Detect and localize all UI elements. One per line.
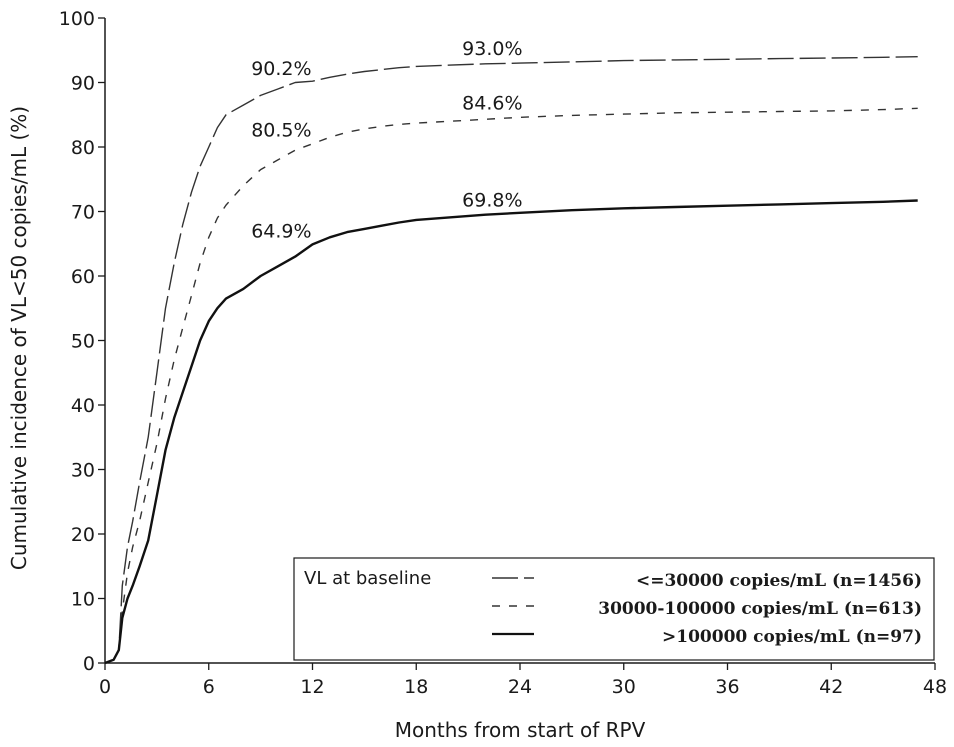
series-line-0 [104,56,918,664]
annotation-layer: 90.2% 93.0% 80.5% 84.6% 64.9% 69.8% [251,38,522,243]
x-tick-label: 30 [612,676,636,698]
legend: VL at baseline <=30000 copies/mL (n=1456… [293,557,935,661]
percent-annotation: 80.5% [251,120,311,142]
percent-annotation: 84.6% [462,93,522,115]
y-axis-title: Cumulative incidence of VL<50 copies/mL … [7,106,31,570]
legend-box [293,557,935,661]
percent-annotation: 69.8% [462,189,522,211]
legend-title: VL at baseline [304,568,431,589]
y-tick-label: 80 [71,137,95,159]
percent-annotation: 90.2% [251,58,311,80]
x-tick-label: 42 [819,676,843,698]
x-axis-title: Months from start of RPV [395,718,646,742]
series-line-1 [104,107,918,664]
y-tick-label: 30 [71,460,95,482]
percent-annotation: 64.9% [251,220,311,242]
y-tick-label: 90 [71,73,95,95]
series-layer [104,56,918,665]
y-tick-label: 0 [83,653,95,675]
y-tick-label: 60 [71,266,95,288]
x-tick-label: 6 [203,676,215,698]
x-tick-label: 24 [508,676,532,698]
x-tick-label: 18 [404,676,428,698]
legend-entry-1: 30000-100000 copies/mL (n=613) [598,599,922,619]
legend-entry-2: >100000 copies/mL (n=97) [662,627,922,647]
y-tick-label: 50 [71,331,95,353]
x-ticks: 0 6 12 18 24 30 36 42 48 [99,663,947,698]
legend-entry-0: <=30000 copies/mL (n=1456) [636,571,922,591]
y-tick-label: 100 [59,8,95,30]
y-tick-label: 40 [71,395,95,417]
x-tick-label: 0 [99,676,111,698]
y-tick-label: 70 [71,202,95,224]
y-tick-label: 10 [71,589,95,611]
x-tick-label: 12 [300,676,324,698]
series-line-2 [104,199,918,665]
x-tick-label: 36 [715,676,739,698]
y-ticks: 0 10 20 30 40 50 60 70 80 90 100 [59,8,105,675]
percent-annotation: 93.0% [462,38,522,60]
x-tick-label: 48 [923,676,947,698]
y-tick-label: 20 [71,524,95,546]
